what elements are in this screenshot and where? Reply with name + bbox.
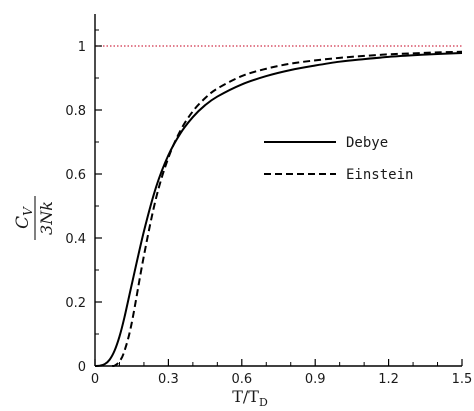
y-axis-title: CV 3Nk xyxy=(13,196,56,240)
x-tick-label-1: 0.3 xyxy=(158,372,179,387)
y-tick-label-1: 0.2 xyxy=(65,296,86,311)
x-axis-title-sub: D xyxy=(259,396,268,409)
series-line-einstein xyxy=(112,50,463,368)
x-tick-label-5: 1.5 xyxy=(452,372,473,387)
series-line-debye xyxy=(94,52,463,367)
tick-labels: 0 0.3 0.6 0.9 1.2 1.5 0 0.2 0.4 0.6 0.8 1 xyxy=(65,40,472,387)
legend: Debye Einstein xyxy=(264,135,413,183)
series-layer xyxy=(94,50,463,368)
y-axis-title-numerator: CV xyxy=(13,206,35,229)
x-axis-title-main: T/T xyxy=(232,387,259,406)
y-axis-title-numerator-main: C xyxy=(13,216,33,229)
legend-label-debye: Debye xyxy=(346,135,388,151)
x-tick-label-3: 0.9 xyxy=(305,372,326,387)
x-tick-label-0: 0 xyxy=(91,372,99,387)
y-axis-title-denominator: 3Nk xyxy=(37,201,56,235)
y-tick-label-0: 0 xyxy=(78,360,86,375)
x-tick-label-4: 1.2 xyxy=(378,372,399,387)
legend-label-einstein: Einstein xyxy=(346,167,413,183)
x-tick-label-2: 0.6 xyxy=(231,372,252,387)
y-tick-label-2: 0.4 xyxy=(65,232,86,247)
tick-marks xyxy=(94,29,463,367)
y-axis-title-numerator-sub: V xyxy=(21,206,35,216)
y-tick-label-4: 0.8 xyxy=(65,104,86,119)
x-axis-title: T/TD xyxy=(232,387,268,409)
y-tick-label-5: 1 xyxy=(78,40,86,55)
y-tick-label-3: 0.6 xyxy=(65,168,86,183)
